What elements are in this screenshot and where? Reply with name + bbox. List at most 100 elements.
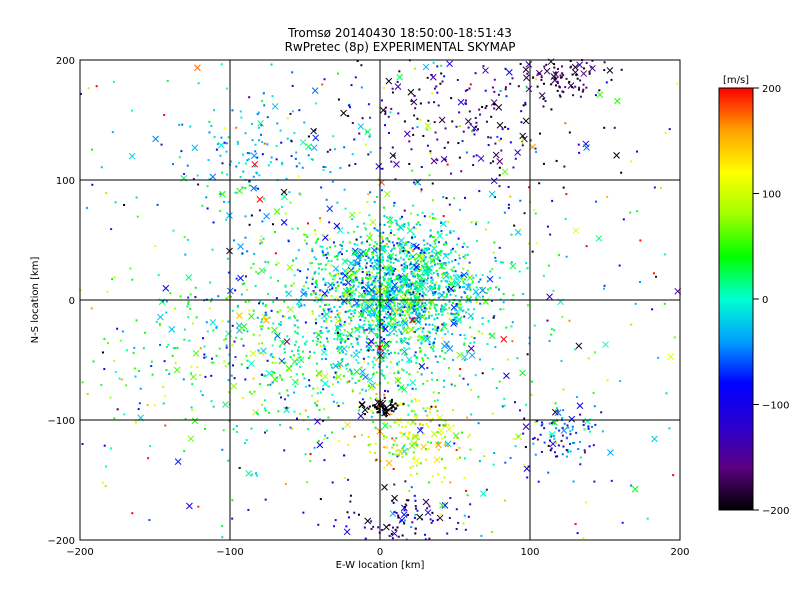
data-point [477,128,480,131]
data-point [320,379,323,382]
data-point [473,133,476,136]
data-point [313,351,316,354]
data-point [425,317,428,320]
data-point [400,368,403,371]
data-point [454,309,457,312]
data-point [210,297,213,300]
data-point [319,391,322,394]
data-point [371,262,374,265]
data-point [375,228,378,231]
data-point [325,320,328,323]
data-point [358,351,361,354]
data-point [298,412,301,415]
data-point [404,426,407,429]
data-point-x [225,330,232,337]
data-point-x [464,283,472,290]
data-point [197,183,200,186]
data-point [91,183,94,186]
data-point [429,346,432,349]
data-point [455,527,458,530]
data-point [343,329,346,332]
data-point [540,76,543,79]
data-point [114,201,117,204]
data-point [385,324,388,327]
data-point [406,436,409,439]
data-point [386,390,389,393]
data-point [174,346,177,349]
data-point [219,209,222,212]
data-point [450,268,453,271]
data-point [319,289,322,292]
data-point [446,275,449,278]
data-point [376,259,379,262]
data-point [244,378,247,381]
data-point [314,318,317,321]
data-point [567,426,570,429]
data-point [285,291,288,294]
data-point [347,370,350,373]
data-point [459,456,462,459]
data-point [339,346,342,349]
data-point-x [326,205,334,213]
data-point [585,86,588,89]
data-point [522,432,525,435]
data-point [320,186,323,189]
data-point [345,250,348,253]
data-point-x [438,116,446,124]
data-point [463,196,466,199]
data-point [520,110,523,113]
data-point [526,476,529,479]
data-point [509,141,512,144]
data-point [184,253,187,256]
data-point-x [525,61,533,68]
data-point [393,290,396,293]
data-point-x [548,430,556,438]
data-point [286,117,289,120]
data-point [417,221,420,224]
data-point [394,318,397,321]
data-point [463,359,466,362]
data-point [417,302,420,305]
data-point [427,101,430,104]
data-point [676,82,679,85]
data-point [258,342,261,345]
data-point [371,360,374,363]
data-point [391,91,394,94]
data-point [451,247,454,250]
data-point [422,259,425,262]
data-point [345,334,348,337]
data-point [271,356,274,359]
data-point [235,165,238,168]
data-point [293,391,296,394]
data-point [267,293,270,296]
data-point [413,295,416,298]
data-point [469,448,472,451]
data-point [588,445,591,448]
data-point [280,141,283,144]
data-point [424,310,427,313]
data-point-x [323,310,331,318]
data-point [569,433,572,436]
data-point [210,125,213,128]
data-point [264,269,267,272]
data-point [118,377,121,380]
data-point-x [505,69,513,76]
data-point [111,277,114,280]
data-point [444,333,447,336]
data-point [450,172,453,175]
data-point [352,253,355,256]
data-point [464,257,467,260]
data-point [431,281,434,284]
data-point [429,150,432,153]
data-point [257,349,260,352]
data-point [372,291,375,294]
data-point [338,306,341,309]
data-point [329,171,332,174]
data-point [411,255,414,258]
data-point-x [226,212,233,219]
data-point [526,72,529,75]
data-point [593,480,596,483]
data-point [395,449,398,452]
data-point [304,321,307,324]
data-point [495,387,498,390]
